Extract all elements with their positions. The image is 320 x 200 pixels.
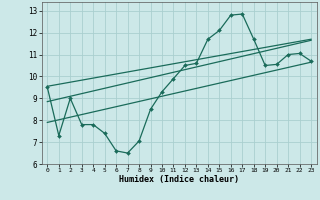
X-axis label: Humidex (Indice chaleur): Humidex (Indice chaleur): [119, 175, 239, 184]
